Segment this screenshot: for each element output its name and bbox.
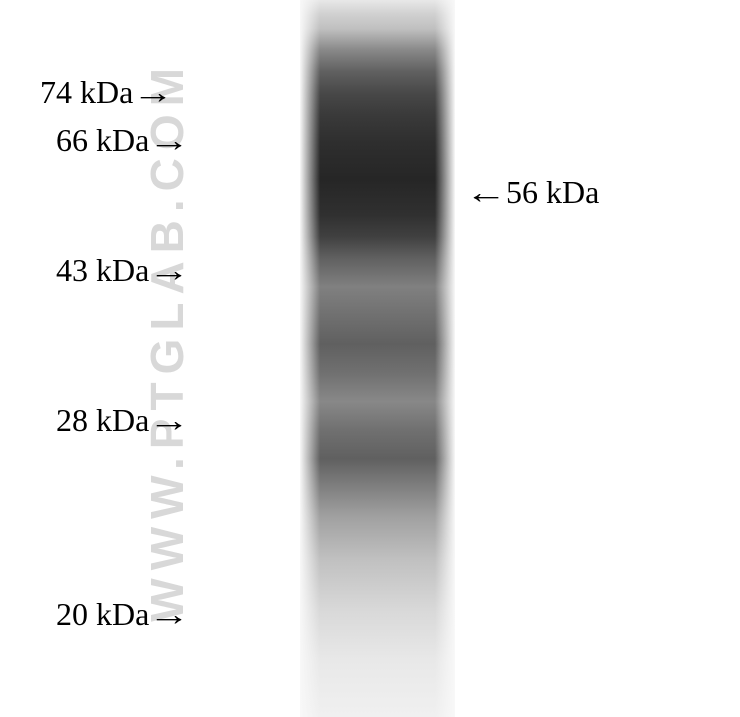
arrow-right-icon: →	[149, 596, 191, 633]
marker-28kda-label: 28 kDa	[56, 402, 149, 439]
arrow-right-icon: →	[149, 402, 191, 439]
lane-left-fade	[300, 0, 320, 717]
marker-56kda-label: 56 kDa	[506, 174, 599, 211]
marker-43kda-label: 43 kDa	[56, 252, 149, 289]
marker-74kda: 74 kDa →	[40, 74, 169, 111]
marker-56kda: ← 56 kDa	[470, 174, 599, 211]
blot-lane	[300, 0, 455, 717]
arrow-right-icon: →	[149, 252, 191, 289]
western-blot-figure: WWW.PTGLAB.COM 74 kDa → 66 kDa → 43 kDa …	[0, 0, 740, 717]
lane-right-fade	[435, 0, 455, 717]
marker-28kda: 28 kDa →	[56, 402, 185, 439]
arrow-right-icon: →	[133, 74, 175, 111]
arrow-right-icon: →	[149, 122, 191, 159]
marker-20kda-label: 20 kDa	[56, 596, 149, 633]
marker-20kda: 20 kDa →	[56, 596, 185, 633]
marker-43kda: 43 kDa →	[56, 252, 185, 289]
marker-74kda-label: 74 kDa	[40, 74, 133, 111]
arrow-left-icon: ←	[465, 174, 507, 211]
marker-66kda: 66 kDa →	[56, 122, 185, 159]
marker-66kda-label: 66 kDa	[56, 122, 149, 159]
